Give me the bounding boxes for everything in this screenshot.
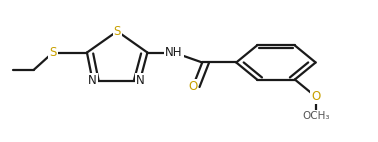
Text: S: S bbox=[113, 25, 121, 38]
Text: NH: NH bbox=[165, 46, 183, 59]
Text: N: N bbox=[88, 74, 97, 87]
Text: O: O bbox=[188, 80, 197, 93]
Text: S: S bbox=[49, 46, 57, 59]
Text: N: N bbox=[135, 74, 144, 87]
Text: OCH₃: OCH₃ bbox=[302, 111, 329, 121]
Text: O: O bbox=[311, 90, 320, 103]
